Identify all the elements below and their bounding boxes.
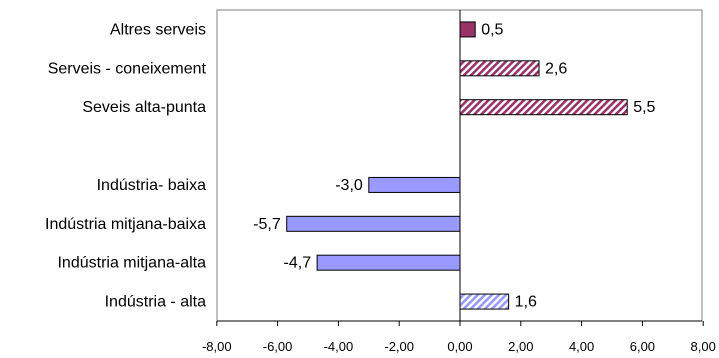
category-label: Indústria- baixa xyxy=(97,177,206,194)
x-tick-label: 4,00 xyxy=(569,339,594,354)
x-tick-label: -8,00 xyxy=(202,339,232,354)
bar xyxy=(459,99,628,116)
data-label: -4,7 xyxy=(284,255,312,272)
x-tick-label: 0,00 xyxy=(447,339,472,354)
bar xyxy=(368,176,461,193)
bar xyxy=(459,60,540,77)
data-label: 2,6 xyxy=(545,60,567,77)
x-tick-label: 8,00 xyxy=(691,339,716,354)
bar xyxy=(286,215,461,232)
data-label: -3,0 xyxy=(335,177,363,194)
x-tick-label: -6,00 xyxy=(263,339,293,354)
bar xyxy=(316,254,461,271)
bar xyxy=(459,21,476,38)
bar xyxy=(459,293,510,310)
data-label: 5,5 xyxy=(633,99,655,116)
x-tick-label: -2,00 xyxy=(384,339,414,354)
data-label: -5,7 xyxy=(253,216,281,233)
x-tick-label: 2,00 xyxy=(508,339,533,354)
data-label: 0,5 xyxy=(481,21,503,38)
category-label: Indústria mitjana-alta xyxy=(57,255,206,272)
category-label: Indústria mitjana-baixa xyxy=(45,216,206,233)
data-label: 1,6 xyxy=(515,294,537,311)
x-tick-label: 6,00 xyxy=(630,339,655,354)
category-label: Seveis alta-punta xyxy=(82,99,206,116)
category-label: Altres serveis xyxy=(110,21,206,38)
x-tick-label: -4,00 xyxy=(324,339,354,354)
category-label: Serveis - coneixement xyxy=(48,60,207,77)
category-label: Indústria - alta xyxy=(105,294,206,311)
